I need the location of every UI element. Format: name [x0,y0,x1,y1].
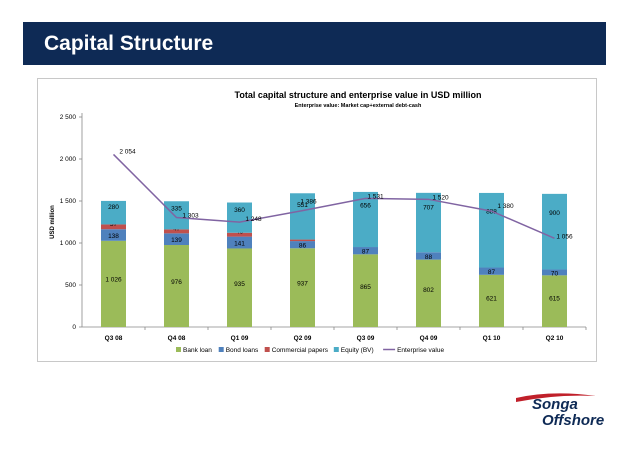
line-data-label: 1 056 [556,233,573,240]
chart-title: Total capital structure and enterprise v… [235,90,482,100]
y-tick-label: 0 [72,324,76,331]
songa-offshore-logo: Songa Offshore [512,392,612,432]
x-tick-label: Q2 10 [546,335,564,342]
bar-segment [164,245,189,327]
legend-entry: Enterprise value [397,347,444,354]
bar-data-label: 360 [234,207,245,214]
bar-data-label: 802 [423,287,434,294]
bar-data-label: 1 026 [105,277,122,284]
bar-segment [101,229,126,241]
bar-data-label: 656 [360,203,371,210]
bar-data-label: 888 [486,209,497,216]
bar-data-label: 707 [423,205,434,212]
bar-data-label: 935 [234,281,245,288]
x-tick-label: Q1 09 [231,335,249,342]
x-tick-label: Q2 09 [294,335,312,342]
bar-data-label: 865 [360,284,371,291]
bar-data-label: 138 [108,233,119,240]
bar-data-label: 87 [362,249,370,256]
bar-segment [101,224,126,230]
bar-segment [290,193,315,240]
bar-segment [479,274,504,327]
line-data-label: 1 531 [367,193,384,200]
bar-segment [542,275,567,327]
y-tick-label: 1 000 [60,240,77,247]
bar-data-label: 621 [486,295,497,302]
bar-segment [479,192,504,268]
y-tick-label: 2 500 [60,114,77,121]
x-tick-label: Q4 08 [168,335,186,342]
bar-segment [290,248,315,327]
y-tick-label: 500 [65,282,76,289]
y-tick-label: 2 000 [60,156,77,163]
legend-swatch [264,347,270,352]
logo-swoosh-icon [516,393,596,402]
bar-segment [164,233,189,246]
bar-data-label: 615 [549,296,560,303]
bar-segment [353,191,378,248]
bar-data-label: 900 [549,210,560,217]
x-tick-label: Q4 09 [420,335,438,342]
bar-data-label: 937 [297,281,308,288]
bar-segment [416,252,441,260]
line-data-label: 1 520 [432,194,449,201]
legend-swatch [218,347,224,352]
chart-frame: Total capital structure and enterprise v… [37,78,597,362]
legend-entry: Bond loans [226,347,259,354]
bar-data-label: 86 [299,243,307,250]
line-data-label: 1 303 [182,213,199,220]
bar-segment [290,239,315,242]
bar-segment [542,269,567,276]
bar-segment [227,202,252,233]
logo-text-songa: Songa [532,396,578,413]
enterprise-value-line [112,153,555,239]
x-tick-label: Q3 08 [105,335,123,342]
page-title: Capital Structure [44,32,214,55]
bar-segment [353,254,378,327]
bar-segment [101,200,126,225]
bar-data-label: 87 [488,269,496,276]
bar-segment [416,259,441,327]
capital-structure-chart: Total capital structure and enterprise v… [50,90,587,354]
bar-segment [164,229,189,234]
line-data-label: 1 380 [497,203,514,210]
bar-segment [101,240,126,327]
bar-segment [479,267,504,275]
line-data-label: 1 248 [245,216,262,223]
x-tick-label: Q3 09 [357,335,375,342]
bar-segment [227,232,252,237]
header-bar: Capital Structure [23,22,606,65]
line-data-label: 1 386 [300,199,317,206]
bar-data-label: 280 [108,204,119,211]
bar-segment [290,241,315,249]
logo-text-offshore: Offshore [542,412,605,429]
x-tick-label: Q1 10 [483,335,501,342]
bar-segment [542,193,567,270]
bar-data-label: 88 [425,254,433,261]
legend-swatch [333,347,339,352]
y-tick-label: 1 500 [60,198,77,205]
bar-segment [353,247,378,255]
bar-segment [164,201,189,230]
bar-data-label: 141 [234,241,245,248]
bar-data-label: 335 [171,205,182,212]
bar-data-label: 551 [297,202,308,209]
bar-data-label: 70 [551,270,559,277]
chart-subtitle: Enterprise value: Market cap+external de… [295,103,422,109]
legend-entry: Bank loan [183,347,212,354]
legend-entry: Commercial papers [272,347,329,354]
legend-entry: Equity (BV) [341,347,374,354]
bar-segment [227,236,252,249]
bar-data-label: 139 [171,237,182,244]
bar-segment [227,248,252,327]
bar-segment [416,192,441,253]
bar-data-label: 976 [171,279,182,286]
legend-swatch [176,347,181,352]
y-axis-label: USD million [50,205,56,239]
line-data-label: 2 054 [119,148,136,155]
